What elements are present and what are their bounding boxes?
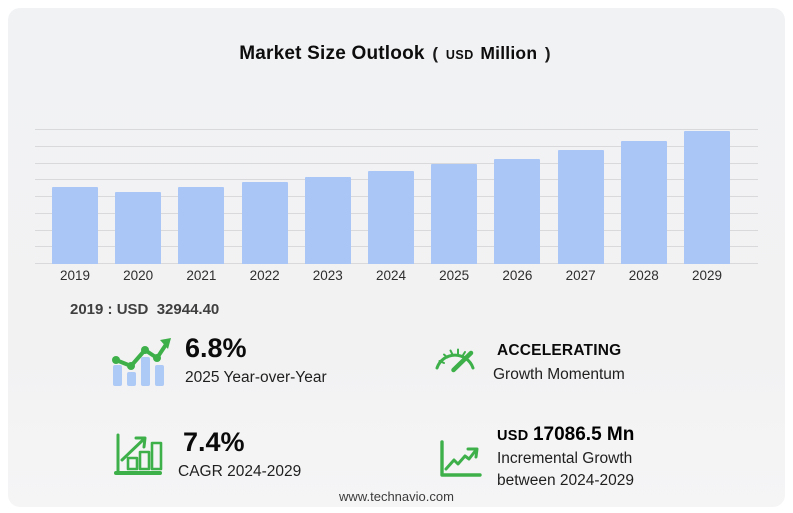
incremental-label-line2: between 2024-2029 <box>497 472 635 489</box>
x-tick-label-2025: 2025 <box>439 268 470 283</box>
x-tick-label-2028: 2028 <box>628 268 659 283</box>
bar-2020 <box>115 192 162 264</box>
page-title: Market Size Outlook ( USD Million ) <box>0 43 793 65</box>
bar-2024 <box>368 171 414 264</box>
gridline <box>35 129 758 130</box>
title-open-paren: ( <box>432 44 439 63</box>
incremental-value: USD 17086.5 Mn <box>497 424 634 446</box>
title-currency: USD <box>445 48 474 62</box>
incremental-amount: 17086.5 Mn <box>532 424 635 445</box>
bar-2028 <box>620 141 667 264</box>
speedometer-icon <box>435 348 475 373</box>
x-tick-label-2021: 2021 <box>186 268 217 283</box>
bar-2019 <box>52 187 98 264</box>
momentum-label: Growth Momentum <box>493 366 625 383</box>
x-axis-labels: 2019 2020 2021 2022 2023 2024 2025 2026 2027 2028… <box>35 268 758 286</box>
incremental-label-line1: Incremental Growth <box>497 450 633 467</box>
x-tick-label-2022: 2022 <box>249 268 280 283</box>
gridline <box>35 145 758 147</box>
x-tick-label-2023: 2023 <box>312 268 343 283</box>
title-close-paren: ) <box>544 44 551 63</box>
gridline <box>35 162 758 164</box>
page-title-main: Market Size Outlook <box>239 43 425 64</box>
x-tick-label-2020: 2020 <box>123 268 154 283</box>
x-tick-label-2024: 2024 <box>375 268 407 283</box>
incremental-currency: USD <box>497 428 529 444</box>
website-link: www.technavio.com <box>339 489 454 504</box>
bar-2022 <box>241 182 288 264</box>
bar-chart-trend-up-icon <box>112 338 171 386</box>
base-year-value: 2019 : USD 32944.40 <box>70 301 220 318</box>
yoy-value: 6.8% <box>185 333 247 363</box>
bar-2021 <box>178 187 225 264</box>
bar-growth-arrow-icon <box>114 433 163 475</box>
x-tick-label-2026: 2026 <box>502 268 533 283</box>
bar-2023 <box>304 177 351 264</box>
yoy-label: 2025 Year-over-Year <box>185 369 327 386</box>
bar-chart-plot <box>35 119 758 264</box>
x-tick-label-2027: 2027 <box>565 268 596 283</box>
x-tick-label-2029: 2029 <box>691 268 723 283</box>
momentum-value: ACCELERATING <box>497 342 622 359</box>
x-tick-label-2019: 2019 <box>59 268 91 283</box>
line-chart-arrow-icon <box>440 440 482 477</box>
bar-2029 <box>684 131 730 264</box>
bar-2025 <box>431 164 478 264</box>
title-unit: Million <box>480 43 538 63</box>
cagr-value: 7.4% <box>183 427 245 457</box>
cagr-label: CAGR 2024-2029 <box>178 463 302 480</box>
bar-2027 <box>557 150 604 264</box>
bar-2026 <box>494 159 541 264</box>
